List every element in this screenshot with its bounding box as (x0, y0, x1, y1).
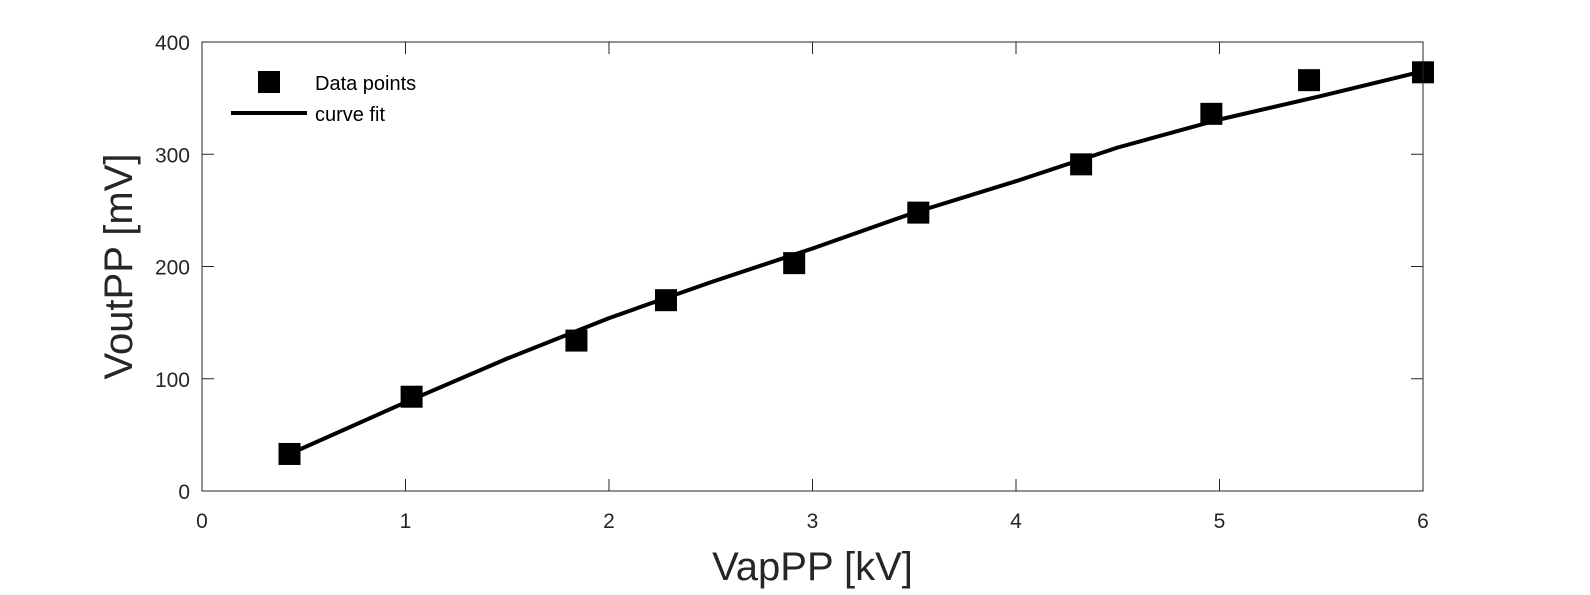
y-ticks: 0 100 200 300 400 (155, 32, 1423, 504)
data-point-marker (400, 385, 423, 408)
legend: Data points curve fit (231, 71, 416, 126)
x-tick-label: 0 (196, 510, 208, 533)
y-tick-label: 100 (155, 369, 190, 392)
data-point-marker (907, 201, 930, 224)
y-tick-label: 200 (155, 257, 190, 280)
x-tick-label: 6 (1417, 510, 1429, 533)
x-tick-label: 1 (400, 510, 412, 533)
x-tick-label: 2 (603, 510, 615, 533)
x-tick-label: 5 (1214, 510, 1226, 533)
data-point-marker (278, 442, 301, 465)
y-tick-label: 300 (155, 144, 190, 167)
data-point-marker (1200, 102, 1223, 125)
data-point-marker (783, 252, 806, 275)
legend-marker-data-points (258, 71, 280, 93)
y-tick-label: 400 (155, 32, 190, 55)
data-point-marker (654, 289, 677, 312)
data-point-marker (565, 329, 588, 352)
x-tick-label: 4 (1010, 510, 1022, 533)
data-point-marker (1298, 69, 1321, 92)
plot-area (278, 61, 1434, 465)
y-axis-title: VoutPP [mV] (97, 153, 141, 379)
legend-label-data-points: Data points (315, 73, 416, 95)
data-point-marker (1070, 153, 1093, 176)
x-axis-title: VapPP [kV] (712, 545, 913, 589)
y-tick-label: 0 (178, 481, 190, 504)
x-ticks: 0 1 2 3 4 5 6 (196, 42, 1429, 533)
axes-box (201, 41, 1424, 492)
legend-label-curve-fit: curve fit (315, 104, 385, 126)
x-tick-label: 3 (807, 510, 819, 533)
curve-fit-line (288, 69, 1424, 456)
